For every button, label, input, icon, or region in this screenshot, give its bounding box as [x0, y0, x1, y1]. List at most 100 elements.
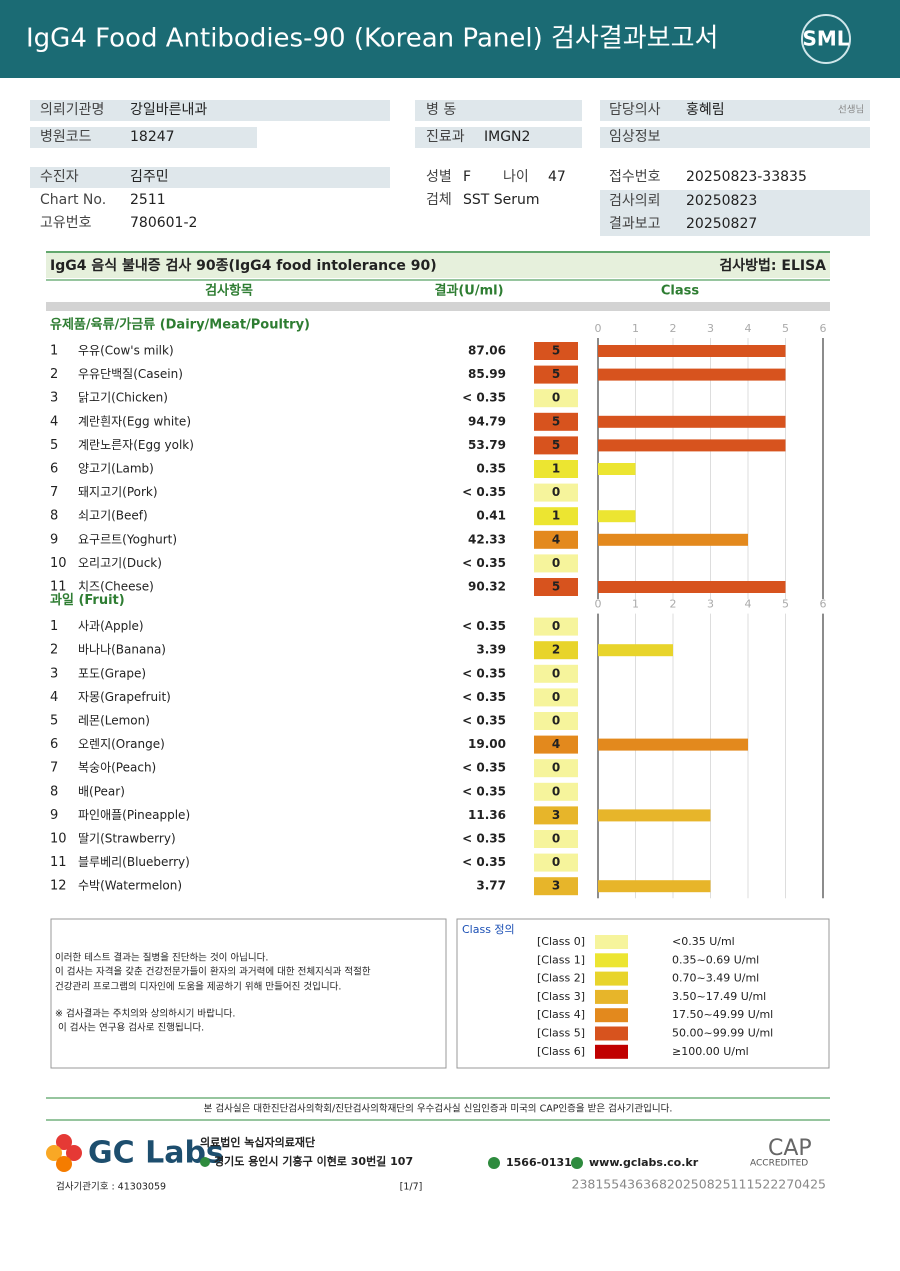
item-name: 자몽(Grapefruit) — [78, 690, 171, 704]
info-value: 18247 — [130, 129, 175, 145]
info-label: 성별 — [426, 169, 452, 185]
legend-swatch — [595, 935, 628, 949]
info-value: 강일바른내과 — [130, 102, 207, 118]
axis-tick-label: 5 — [782, 598, 789, 611]
class-box — [534, 365, 578, 384]
info-label: 검체 — [426, 192, 452, 208]
class-box — [534, 389, 578, 408]
info-value: 20250823-33835 — [686, 169, 807, 185]
item-number: 6 — [50, 462, 58, 477]
phone: 1566-0131 — [506, 1156, 572, 1169]
item-result: 85.99 — [468, 367, 506, 381]
note: 건강관리 프로그램의 디자인에 도움을 제공하기 위해 만들어진 것입니다. — [55, 981, 341, 993]
foundation: 의료법인 녹십자의료재단 — [200, 1135, 315, 1149]
item-result: 0.41 — [476, 509, 506, 523]
class-box — [534, 554, 578, 573]
class-box — [534, 641, 578, 660]
logo: SML — [802, 27, 849, 51]
item-name: 계란흰자(Egg white) — [78, 414, 191, 428]
certification: 본 검사실은 대한진단검사의학회/진단검사의학재단의 우수검사실 신임인증과 미… — [204, 1103, 673, 1115]
info-value: SST Serum — [463, 192, 540, 208]
axis-tick-label: 3 — [707, 322, 714, 335]
item-result: < 0.35 — [462, 391, 506, 405]
item-name: 치즈(Cheese) — [78, 580, 154, 594]
website: www.gclabs.co.kr — [589, 1156, 699, 1169]
class-box — [534, 806, 578, 825]
item-result: 3.77 — [476, 879, 506, 893]
class-value: 4 — [552, 532, 560, 546]
legend-swatch — [595, 971, 628, 986]
column-header: Class — [661, 284, 700, 299]
info-label: 검사의뢰 — [609, 193, 661, 209]
item-number: 2 — [50, 367, 58, 382]
class-box — [534, 342, 578, 360]
item-name: 요구르트(Yoghurt) — [78, 532, 177, 546]
info-label: 고유번호 — [40, 215, 92, 231]
item-result: 90.32 — [468, 580, 506, 594]
item-number: 4 — [50, 414, 58, 429]
legend-label: [Class 0] — [537, 935, 585, 948]
item-name: 계란노른자(Egg yolk) — [78, 438, 194, 452]
item-name: 사과(Apple) — [78, 619, 144, 633]
item-result: 42.33 — [468, 532, 506, 546]
class-box — [534, 782, 578, 801]
item-result: < 0.35 — [462, 784, 506, 798]
item-name: 바나나(Banana) — [78, 643, 166, 657]
item-name: 닭고기(Chicken) — [78, 391, 168, 405]
class-value: 2 — [552, 643, 560, 657]
legend-range: 0.70~3.49 U/ml — [672, 972, 759, 985]
item-result: < 0.35 — [462, 485, 506, 499]
class-bar — [598, 463, 636, 475]
item-number: 2 — [50, 643, 58, 658]
class-box — [534, 688, 578, 707]
item-result: 87.06 — [468, 344, 506, 358]
item-result: < 0.35 — [462, 714, 506, 728]
cap-sub: ACCREDITED — [750, 1159, 808, 1169]
note: ※ 검사결과는 주치의와 상의하시기 바랍니다. — [55, 1008, 235, 1020]
class-box — [534, 712, 578, 730]
web-icon — [571, 1157, 583, 1169]
class-bar — [598, 415, 786, 428]
item-result: < 0.35 — [462, 855, 506, 869]
item-number: 1 — [50, 344, 58, 359]
class-box — [534, 412, 578, 431]
axis-tick-label: 3 — [707, 598, 714, 611]
info-label: 결과보고 — [609, 216, 661, 232]
legend-label: [Class 2] — [537, 972, 585, 985]
info-label: 수진자 — [40, 169, 79, 185]
axis-tick-label: 6 — [820, 598, 827, 611]
gc-icon — [46, 1134, 82, 1172]
item-result: 3.39 — [476, 643, 506, 657]
axis-tick-label: 4 — [745, 322, 752, 335]
info-label: 병 동 — [426, 102, 456, 118]
item-result: 0.35 — [476, 462, 506, 476]
class-box — [534, 460, 578, 478]
column-header: 검사항목 — [205, 283, 253, 299]
axis-tick-label: 1 — [632, 598, 639, 611]
item-name: 돼지고기(Pork) — [78, 485, 158, 499]
item-name: 레몬(Lemon) — [78, 714, 150, 728]
notes-box — [50, 918, 447, 1069]
item-number: 11 — [50, 580, 67, 595]
legend-swatch — [595, 989, 628, 1004]
item-result: 94.79 — [468, 414, 506, 428]
info-label: 접수번호 — [609, 169, 661, 185]
class-value: 5 — [552, 367, 560, 381]
class-value: 3 — [552, 808, 560, 822]
class-value: 0 — [552, 666, 560, 680]
test-header-bg — [46, 253, 830, 278]
title: IgG4 Food Antibodies-90 (Korean Panel) 검… — [26, 24, 718, 54]
item-name: 오리고기(Duck) — [78, 556, 162, 570]
note: 이 검사는 자격을 갖춘 건강전문가들이 환자의 과거력에 대한 전체지식과 적… — [55, 966, 371, 978]
class-box — [534, 436, 578, 455]
item-number: 11 — [50, 855, 67, 870]
item-name: 딸기(Strawberry) — [78, 832, 176, 846]
legend-title: Class 정의 — [462, 923, 515, 936]
item-number: 9 — [50, 808, 58, 823]
item-number: 4 — [50, 690, 58, 705]
item-number: 6 — [50, 737, 58, 752]
legend-range: 3.50~17.49 U/ml — [672, 990, 766, 1003]
class-bar — [598, 368, 786, 381]
item-result: < 0.35 — [462, 556, 506, 570]
info-value: 20250823 — [686, 193, 757, 209]
